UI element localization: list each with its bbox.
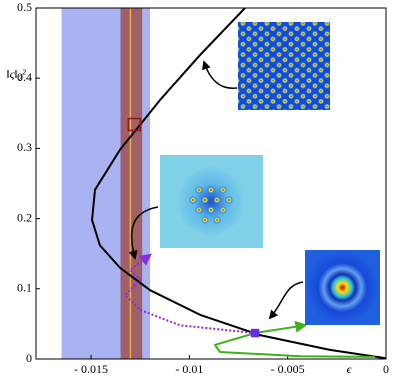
x-tick-label: - 0.01 bbox=[175, 362, 203, 376]
y-tick-label: 0 bbox=[26, 351, 32, 365]
curve bbox=[91, 7, 387, 360]
marker bbox=[127, 117, 142, 132]
curve bbox=[213, 320, 375, 358]
x-tick-label: 0 bbox=[383, 362, 389, 376]
plot-area bbox=[36, 7, 387, 360]
x-axis-label: ϵ bbox=[347, 362, 353, 376]
y-tick-label: 0.5 bbox=[17, 0, 32, 14]
inset-spot-pattern bbox=[305, 250, 380, 325]
y-tick-label: 0.4 bbox=[17, 70, 32, 84]
inset-blob bbox=[177, 165, 245, 238]
y-tick-label: 0.3 bbox=[17, 140, 32, 154]
axes-frame bbox=[35, 7, 387, 360]
x-tick-label: - 0.005 bbox=[271, 362, 305, 376]
marker bbox=[250, 328, 260, 338]
x-tick-label: - 0.015 bbox=[74, 362, 108, 376]
arrow bbox=[202, 60, 238, 89]
band bbox=[120, 8, 143, 359]
inset-hex-pattern bbox=[238, 22, 330, 110]
arrow bbox=[268, 281, 304, 320]
y-tick-label: 0.1 bbox=[17, 281, 32, 295]
y-axis-label: ‖ς‖₂² bbox=[6, 67, 26, 81]
inset-dots bbox=[189, 186, 233, 224]
arrow bbox=[128, 206, 159, 260]
y-tick-label: 0.2 bbox=[17, 210, 32, 224]
